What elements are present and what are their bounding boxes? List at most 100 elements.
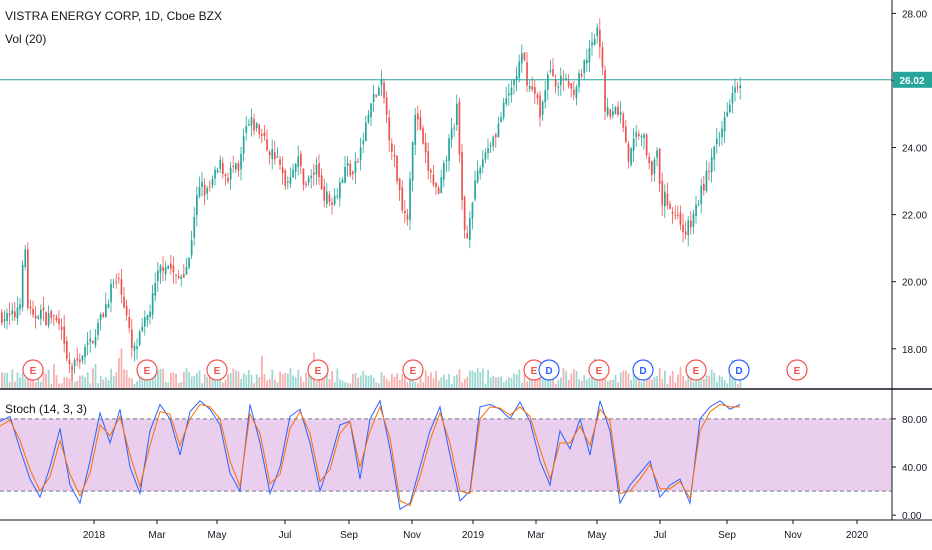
- last-price-tag: 26.02: [893, 71, 932, 88]
- volume-bar: [146, 380, 149, 388]
- candle-body: [367, 114, 370, 123]
- earnings-marker[interactable]: E: [307, 359, 329, 381]
- volume-bar: [203, 373, 206, 388]
- volume-bar: [180, 381, 183, 388]
- candle-body: [414, 115, 417, 145]
- candle-body: [172, 265, 175, 273]
- candle-body: [601, 47, 604, 68]
- volume-label[interactable]: Vol (20): [5, 32, 47, 46]
- volume-bar: [391, 374, 393, 388]
- candle-body: [703, 183, 705, 191]
- candle-body: [739, 85, 742, 89]
- volume-bar: [469, 370, 471, 388]
- candle-body: [445, 160, 448, 162]
- volume-bar: [115, 372, 118, 388]
- stoch-label[interactable]: Stoch (14, 3, 3): [5, 402, 88, 416]
- volume-bar: [518, 369, 521, 388]
- volume-bar: [250, 374, 253, 388]
- candle-body: [292, 169, 294, 178]
- volume-bar: [300, 376, 302, 388]
- earnings-marker[interactable]: E: [402, 359, 424, 381]
- volume-bar: [357, 377, 359, 388]
- candle-body: [632, 138, 635, 151]
- candle-body: [560, 75, 562, 86]
- candle-body: [318, 163, 320, 178]
- volume-bar: [554, 383, 557, 388]
- candle-body: [55, 316, 58, 321]
- volume-bar: [3, 373, 6, 388]
- volume-bar: [196, 372, 198, 388]
- earnings-marker[interactable]: E: [22, 359, 44, 381]
- event-marker-label: E: [315, 366, 322, 377]
- earnings-marker[interactable]: E: [786, 359, 808, 381]
- volume-bar: [258, 377, 261, 388]
- volume-bar: [76, 381, 79, 388]
- dividend-marker[interactable]: D: [632, 359, 654, 381]
- volume-bar: [193, 376, 196, 388]
- volume-bar: [508, 377, 510, 388]
- volume-bar: [682, 376, 684, 388]
- candle-body: [133, 345, 136, 351]
- volume-bar: [276, 382, 279, 388]
- volume-bar: [84, 377, 86, 388]
- volume-bar: [105, 377, 107, 388]
- candle-body: [177, 276, 180, 278]
- volume-bar: [310, 370, 313, 388]
- candle-body: [726, 112, 729, 117]
- candle-body: [510, 87, 513, 96]
- volume-bar: [118, 357, 120, 388]
- volume-bar: [406, 381, 409, 388]
- volume-bar: [453, 376, 456, 388]
- candle-body: [245, 126, 248, 133]
- volume-bar: [604, 378, 606, 388]
- candle-body: [203, 184, 206, 196]
- candle-body: [227, 178, 229, 182]
- candle-body: [500, 117, 502, 123]
- volume-bar: [123, 369, 125, 388]
- earnings-marker[interactable]: E: [206, 359, 228, 381]
- dividend-marker[interactable]: D: [538, 359, 560, 381]
- volume-bar: [479, 372, 482, 388]
- earnings-marker[interactable]: E: [588, 359, 610, 381]
- volume-bar: [492, 376, 495, 388]
- earnings-marker[interactable]: E: [685, 359, 707, 381]
- candle-body: [622, 113, 625, 128]
- volume-bar: [372, 377, 375, 388]
- candle-body: [102, 313, 105, 317]
- candle-body: [27, 249, 29, 308]
- candle-body: [219, 159, 222, 169]
- candle-body: [492, 136, 495, 147]
- volume-bar: [417, 383, 419, 388]
- volume-bar: [284, 372, 287, 388]
- volume-bar: [55, 374, 58, 388]
- volume-bar: [162, 368, 164, 388]
- dividend-marker[interactable]: D: [728, 359, 750, 381]
- volume-bar: [349, 383, 352, 388]
- candle-body: [328, 194, 331, 202]
- volume-bar: [24, 378, 27, 388]
- earnings-marker[interactable]: E: [136, 359, 158, 381]
- volume-bar: [45, 374, 47, 388]
- candle-body: [651, 161, 653, 175]
- volume-bar: [445, 379, 448, 388]
- volume-bar: [383, 375, 385, 388]
- candle-body: [123, 296, 125, 308]
- candle-body: [515, 75, 518, 80]
- volume-bar: [170, 372, 172, 388]
- candle-body: [68, 359, 71, 365]
- time-tick-label: 2019: [462, 530, 485, 541]
- event-marker-label: E: [693, 366, 700, 377]
- volume-bar: [133, 383, 136, 388]
- candle-body: [188, 257, 190, 268]
- candle-body: [385, 97, 388, 115]
- volume-bar: [287, 373, 289, 388]
- candle-body: [86, 342, 89, 345]
- candle-body: [586, 59, 588, 64]
- volume-bar: [521, 382, 523, 388]
- candle-body: [484, 152, 487, 160]
- symbol-title[interactable]: VISTRA ENERGY CORP, 1D, Cboe BZX: [5, 9, 222, 23]
- volume-bar: [279, 371, 281, 388]
- candle-body: [690, 220, 692, 228]
- volume-bar: [515, 374, 518, 388]
